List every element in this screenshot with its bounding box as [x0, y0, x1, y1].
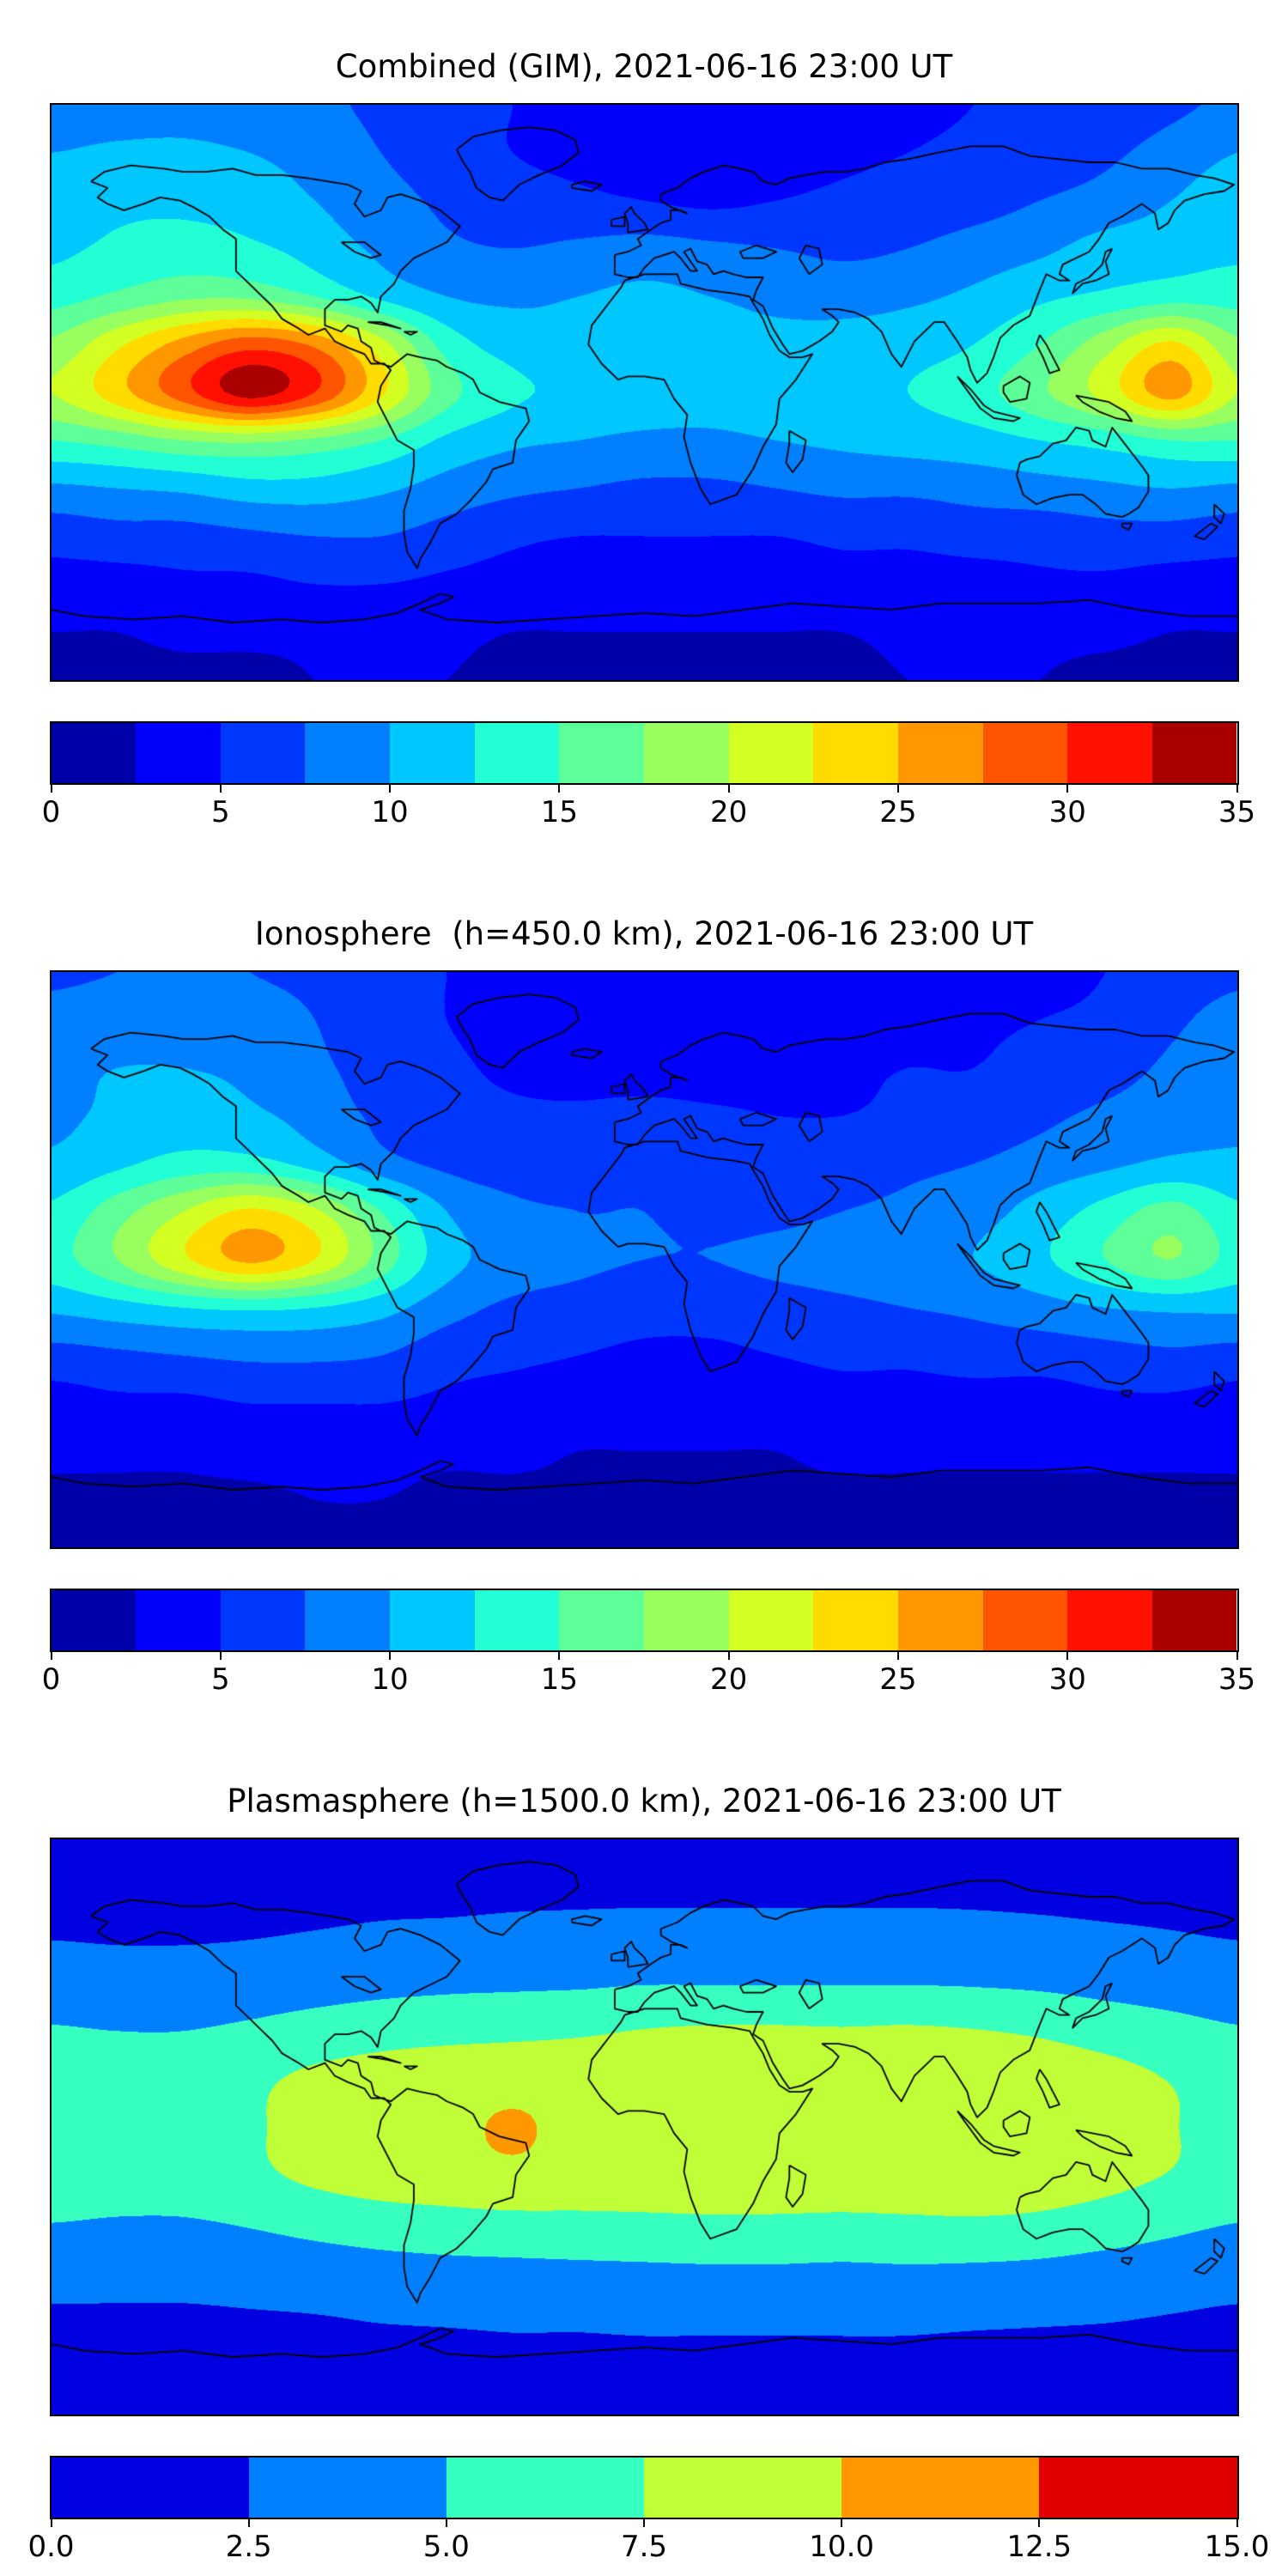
colorbar-segment [446, 2458, 645, 2518]
colorbar-tick-label: 15 [540, 795, 578, 829]
colorbar-tick-mark [558, 1652, 561, 1660]
colorbar-segment [390, 723, 475, 783]
colorbar-tick-label: 10 [371, 1662, 409, 1697]
colorbar-tick-label: 15.0 [1204, 2530, 1270, 2564]
colorbar-ticks: 0 5 10 15 20 25 30 35 [42, 1652, 1255, 1700]
colorbar-tick-mark [1066, 1652, 1069, 1660]
colorbar-segment [728, 1590, 814, 1650]
world-map-combined [49, 103, 1239, 682]
colorbar-tick-mark [1038, 2519, 1041, 2527]
colorbar-segment [897, 1590, 983, 1650]
colorbar-tick-mark [50, 785, 52, 793]
colorbar-tick-mark [1066, 785, 1069, 793]
colorbar-tick-label: 5.0 [422, 2530, 470, 2564]
colorbar-segment [305, 723, 391, 783]
colorbar-segment [813, 1590, 898, 1650]
colorbar-tick-mark [1236, 785, 1238, 793]
colorbar-segment [305, 1590, 391, 1650]
colorbar-tick-mark [389, 1652, 392, 1660]
colorbar-tick-label: 5 [210, 795, 230, 829]
colorbar-tick-label: 7.5 [620, 2530, 668, 2564]
tec-panel-ionosphere: Ionosphere (h=450.0 km), 2021-06-16 23:0… [0, 915, 1288, 1700]
colorbar-tick-mark [50, 2519, 52, 2527]
colorbar-segment [1151, 723, 1237, 783]
colorbar-tick-label: 10.0 [809, 2530, 875, 2564]
panel-title: Ionosphere (h=450.0 km), 2021-06-16 23:0… [254, 915, 1034, 952]
colorbar-tick-label: 12.5 [1006, 2530, 1072, 2564]
colorbar-tick-label: 30 [1048, 1662, 1086, 1697]
colorbar-segment [248, 2458, 447, 2518]
colorbar-tick-label: 25 [879, 795, 917, 829]
colorbar-segment [51, 2458, 249, 2518]
colorbar-segment [1067, 723, 1152, 783]
colorbar-tick-label: 20 [710, 1662, 748, 1697]
colorbar-segment [643, 723, 729, 783]
colorbar-tick-mark [50, 1652, 52, 1660]
colorbar-segment [136, 723, 221, 783]
colorbar-tick-label: 0 [41, 1662, 61, 1697]
colorbar-segment [51, 1590, 137, 1650]
colorbar-segment [897, 723, 983, 783]
colorbar-segment [1039, 2458, 1237, 2518]
tec-panel-plasmasphere: Plasmasphere (h=1500.0 km), 2021-06-16 2… [0, 1783, 1288, 2567]
colorbar-tick-mark [643, 2519, 645, 2527]
colorbar-segment [1151, 1590, 1237, 1650]
colorbar-tick-label: 35 [1218, 795, 1256, 829]
colorbar-tick-mark [445, 2519, 447, 2527]
colorbar-tick-mark [247, 2519, 250, 2527]
tec-map-canvas [51, 972, 1237, 1547]
colorbar-segment [841, 2458, 1040, 2518]
colorbar-segment [644, 2458, 842, 2518]
colorbar-tick-label: 15 [540, 1662, 578, 1697]
colorbar-tick-mark [219, 1652, 222, 1660]
colorbar-tick-label: 0 [41, 795, 61, 829]
colorbar-segment [813, 723, 898, 783]
tec-panel-combined: Combined (GIM), 2021-06-16 23:00 UT 0 5 10… [0, 0, 1288, 833]
colorbar-segment [982, 723, 1068, 783]
colorbar-ticks: 0.0 2.5 5.0 7.5 10.0 12.5 15.0 [27, 2519, 1269, 2567]
tec-map-canvas [51, 105, 1237, 680]
colorbar [49, 1589, 1239, 1652]
colorbar-tick-mark [389, 785, 392, 793]
world-map-plasmasphere [49, 1838, 1239, 2416]
colorbar-tick-label: 25 [879, 1662, 917, 1697]
colorbar-tick-mark [727, 785, 730, 793]
colorbar-tick-label: 35 [1218, 1662, 1256, 1697]
colorbar-segment [559, 723, 644, 783]
colorbar [49, 2456, 1239, 2519]
tec-map-canvas [51, 1839, 1237, 2415]
panel-title: Combined (GIM), 2021-06-16 23:00 UT [335, 48, 953, 85]
colorbar-tick-mark [1236, 2519, 1238, 2527]
colorbar-tick-mark [1236, 1652, 1238, 1660]
colorbar-tick-label: 5 [210, 1662, 230, 1697]
colorbar-tick-label: 20 [710, 795, 748, 829]
colorbar-segment [51, 723, 137, 783]
colorbar-segment [220, 723, 306, 783]
panel-title: Plasmasphere (h=1500.0 km), 2021-06-16 2… [227, 1783, 1061, 1820]
colorbar-ticks: 0 5 10 15 20 25 30 35 [42, 785, 1255, 833]
colorbar-tick-mark [841, 2519, 843, 2527]
colorbar-segment [474, 1590, 560, 1650]
colorbar-tick-label: 0.0 [27, 2530, 75, 2564]
colorbar-segment [728, 723, 814, 783]
colorbar-segment [474, 723, 560, 783]
colorbar-segment [1067, 1590, 1152, 1650]
colorbar-tick-label: 10 [371, 795, 409, 829]
colorbar-tick-mark [896, 1652, 899, 1660]
colorbar-tick-label: 2.5 [225, 2530, 272, 2564]
colorbar-segment [643, 1590, 729, 1650]
colorbar-segment [982, 1590, 1068, 1650]
colorbar-tick-mark [727, 1652, 730, 1660]
colorbar-segment [559, 1590, 644, 1650]
colorbar-segment [390, 1590, 475, 1650]
colorbar-tick-mark [896, 785, 899, 793]
world-map-ionosphere [49, 970, 1239, 1549]
colorbar [49, 721, 1239, 785]
colorbar-tick-mark [558, 785, 561, 793]
colorbar-tick-mark [219, 785, 222, 793]
colorbar-segment [220, 1590, 306, 1650]
colorbar-tick-label: 30 [1048, 795, 1086, 829]
colorbar-segment [136, 1590, 221, 1650]
